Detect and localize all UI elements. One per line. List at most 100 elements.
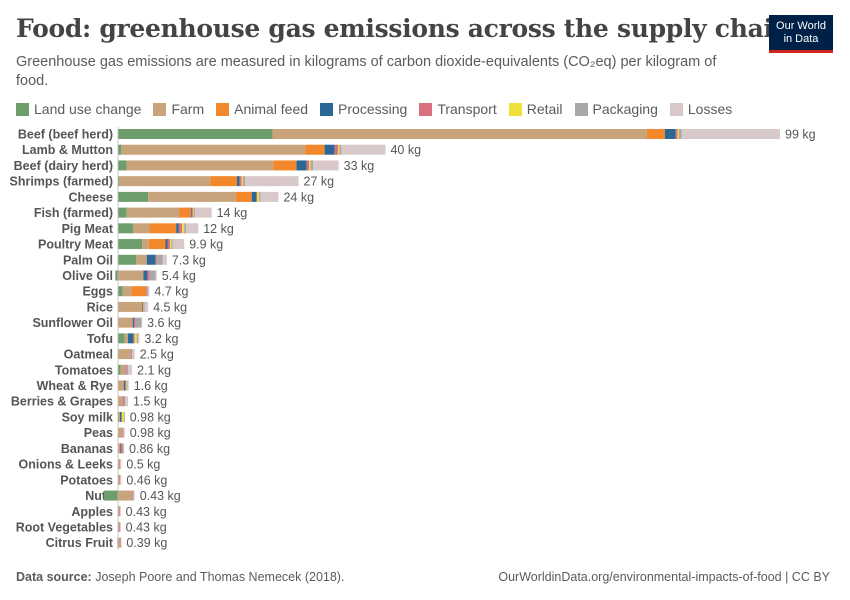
bar-segment-packaging[interactable] (149, 270, 156, 281)
bar-segment-packaging[interactable] (156, 254, 163, 265)
source-url-link[interactable]: OurWorldinData.org/environmental-impacts… (498, 570, 830, 584)
bar-segment-farm[interactable] (121, 144, 306, 155)
bar-segment-animal-feed[interactable] (235, 191, 252, 202)
bar-segment-losses[interactable] (681, 129, 780, 139)
bar-segment-transport[interactable] (334, 144, 338, 155)
bar-segment-farm[interactable] (118, 427, 123, 438)
legend-item-losses[interactable]: Losses (669, 101, 732, 117)
bar-segment-retail[interactable] (338, 144, 340, 155)
bar-segment-farm[interactable] (119, 411, 121, 422)
bar-segment-processing[interactable] (132, 317, 135, 328)
bar-segment-farm[interactable] (272, 129, 647, 139)
bar-segment-farm[interactable] (118, 270, 144, 281)
bar-segment-processing[interactable] (143, 270, 148, 281)
bar-segment-packaging[interactable] (146, 286, 149, 297)
bar-segment-farm[interactable] (118, 459, 120, 470)
bar-segment-retail[interactable] (257, 191, 260, 202)
legend-item-packaging[interactable]: Packaging (574, 101, 658, 117)
bar-segment-transport[interactable] (125, 380, 127, 391)
bar-segment-transport[interactable] (191, 207, 193, 218)
bar-segment-animal-feed[interactable] (210, 176, 238, 187)
bar-segment-land-use-change[interactable] (118, 254, 137, 265)
bar-segment-retail[interactable] (134, 333, 137, 344)
bar-segment-processing[interactable] (324, 144, 335, 155)
bar-segment-packaging[interactable] (124, 396, 126, 407)
bar-segment-transport[interactable] (239, 176, 242, 187)
bar-segment-packaging[interactable] (132, 490, 134, 501)
bar-segment-retail[interactable] (182, 223, 185, 234)
bar-segment-transport[interactable] (306, 160, 310, 171)
bar-segment-land-use-change[interactable] (118, 223, 134, 234)
bar-segment-farm[interactable] (118, 380, 125, 391)
bar-segment-packaging[interactable] (135, 317, 142, 328)
bar-segment-land-use-change[interactable] (118, 160, 127, 171)
bar-segment-farm[interactable] (118, 396, 123, 407)
bar-segment-farm[interactable] (119, 176, 211, 187)
legend-item-farm[interactable]: Farm (153, 101, 204, 117)
bar-segment-transport[interactable] (146, 286, 147, 297)
owid-logo[interactable]: Our World in Data (769, 15, 833, 53)
bar-segment-transport[interactable] (155, 254, 157, 265)
bar-segment-losses[interactable] (120, 506, 121, 517)
bar-segment-losses[interactable] (123, 443, 125, 454)
bar-segment-packaging[interactable] (171, 239, 173, 250)
bar-segment-losses[interactable] (194, 207, 212, 218)
legend-item-retail[interactable]: Retail (508, 101, 563, 117)
bar-segment-losses[interactable] (155, 270, 157, 281)
bar-segment-farm[interactable] (142, 239, 149, 250)
bar-segment-losses[interactable] (341, 144, 386, 155)
bar-segment-transport[interactable] (125, 364, 127, 375)
bar-segment-packaging[interactable] (193, 207, 195, 218)
bar-segment-losses[interactable] (128, 364, 133, 375)
bar-segment-transport[interactable] (178, 223, 183, 234)
bar-segment-processing[interactable] (142, 301, 143, 312)
bar-segment-farm[interactable] (124, 333, 129, 344)
bar-segment-losses[interactable] (172, 239, 185, 250)
bar-segment-farm[interactable] (133, 223, 150, 234)
bar-segment-retail[interactable] (241, 176, 244, 187)
bar-segment-losses[interactable] (162, 254, 167, 265)
bar-segment-farm[interactable] (120, 364, 126, 375)
bar-segment-farm[interactable] (118, 301, 143, 312)
bar-segment-transport[interactable] (122, 396, 125, 407)
bar-segment-land-use-change[interactable] (118, 333, 125, 344)
bar-segment-losses[interactable] (120, 537, 122, 548)
bar-segment-processing[interactable] (124, 380, 126, 391)
bar-segment-farm[interactable] (118, 490, 133, 501)
bar-segment-farm[interactable] (122, 286, 132, 297)
bar-segment-packaging[interactable] (259, 191, 261, 202)
bar-segment-land-use-change[interactable] (118, 364, 121, 375)
bar-segment-losses[interactable] (123, 427, 125, 438)
bar-segment-transport[interactable] (147, 270, 150, 281)
bar-segment-losses[interactable] (260, 191, 279, 202)
bar-segment-retail[interactable] (192, 207, 194, 218)
bar-segment-animal-feed[interactable] (131, 286, 147, 297)
bar-segment-animal-feed[interactable] (149, 223, 177, 234)
bar-segment-transport[interactable] (122, 427, 124, 438)
bar-segment-processing[interactable] (165, 239, 168, 250)
bar-segment-farm[interactable] (118, 474, 120, 485)
bar-segment-losses[interactable] (138, 333, 140, 344)
bar-segment-retail[interactable] (309, 160, 311, 171)
bar-segment-packaging[interactable] (126, 380, 128, 391)
bar-segment-land-use-change[interactable] (118, 129, 273, 139)
bar-segment-farm[interactable] (126, 207, 180, 218)
legend-item-animal-feed[interactable]: Animal feed (216, 101, 308, 117)
bar-segment-packaging[interactable] (679, 129, 682, 139)
bar-segment-packaging[interactable] (131, 349, 133, 360)
bar-segment-transport[interactable] (120, 443, 123, 454)
bar-segment-losses[interactable] (120, 522, 121, 532)
bar-segment-packaging[interactable] (243, 176, 246, 187)
bar-segment-losses[interactable] (133, 490, 135, 501)
bar-segment-packaging[interactable] (122, 443, 124, 454)
bar-segment-animal-feed[interactable] (273, 160, 297, 171)
bar-segment-packaging[interactable] (339, 144, 342, 155)
bar-segment-land-use-change[interactable] (115, 270, 118, 281)
legend-item-processing[interactable]: Processing (320, 101, 407, 117)
bar-segment-processing[interactable] (190, 207, 192, 218)
bar-segment-retail[interactable] (170, 239, 172, 250)
bar-segment-farm[interactable] (118, 537, 121, 548)
bar-segment-processing[interactable] (120, 411, 122, 422)
legend-item-land-use-change[interactable]: Land use change (16, 101, 141, 117)
bar-segment-transport[interactable] (130, 349, 132, 360)
